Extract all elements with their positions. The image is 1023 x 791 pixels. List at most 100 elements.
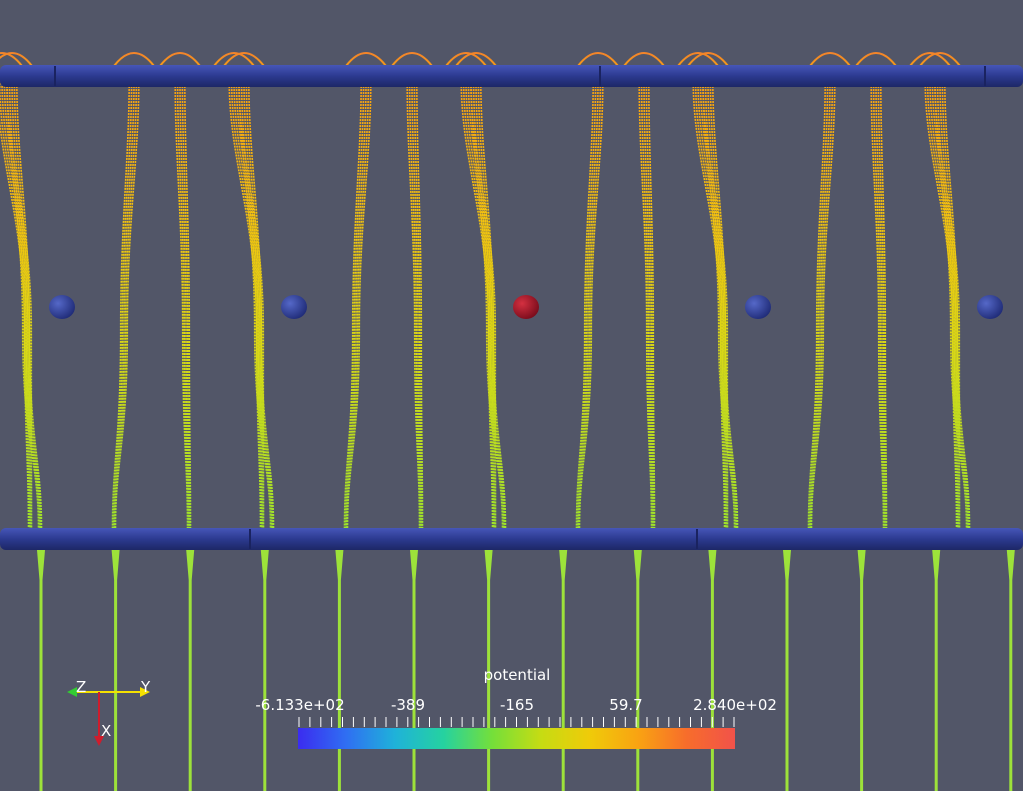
grid-wires bbox=[0, 65, 1023, 550]
field-line bbox=[345, 79, 367, 529]
field-line bbox=[411, 79, 422, 529]
field-line bbox=[462, 79, 495, 529]
field-line-top-loop bbox=[159, 52, 201, 67]
negative-electrode bbox=[745, 295, 771, 319]
lower-field-line bbox=[37, 550, 45, 791]
field-line bbox=[408, 79, 422, 529]
field-line bbox=[810, 79, 836, 529]
field-line bbox=[934, 79, 968, 529]
field-line bbox=[692, 79, 726, 529]
field-line bbox=[13, 79, 42, 529]
colorbar-tick-label: 59.7 bbox=[609, 696, 642, 714]
field-line bbox=[707, 79, 737, 529]
x-axis-label: X bbox=[101, 722, 111, 740]
field-line bbox=[702, 79, 736, 529]
field-line bbox=[643, 79, 654, 529]
field-line bbox=[712, 79, 739, 529]
field-line bbox=[243, 79, 273, 529]
field-line bbox=[875, 79, 886, 529]
field-line-top-loop bbox=[687, 52, 729, 67]
lower-field-line bbox=[335, 550, 344, 791]
field-line bbox=[1, 79, 31, 529]
field-line bbox=[174, 79, 189, 529]
field-line bbox=[477, 79, 506, 529]
field-line-top-loop bbox=[919, 52, 961, 67]
field-line bbox=[470, 79, 504, 529]
field-line bbox=[413, 79, 423, 529]
field-line-top-loop bbox=[677, 52, 719, 67]
field-line bbox=[416, 79, 424, 529]
colorbar-title: potential bbox=[484, 666, 551, 684]
field-line bbox=[343, 79, 362, 529]
field-line bbox=[939, 79, 969, 529]
field-line bbox=[872, 79, 886, 529]
field-line bbox=[181, 79, 191, 529]
field-line-top-loop bbox=[213, 52, 255, 67]
field-line bbox=[880, 79, 888, 529]
field-line bbox=[578, 79, 604, 529]
field-line-top-loop bbox=[0, 52, 33, 67]
field-line-top-loop bbox=[809, 52, 851, 67]
field-line bbox=[245, 79, 274, 529]
field-line bbox=[113, 79, 138, 529]
field-line-top-loop bbox=[623, 52, 665, 67]
field-line-top-loop bbox=[345, 52, 387, 67]
field-line bbox=[944, 79, 971, 529]
negative-electrode bbox=[281, 295, 307, 319]
field-line bbox=[11, 79, 41, 529]
lower-field-line bbox=[1006, 550, 1015, 791]
field-line bbox=[640, 79, 654, 529]
field-line bbox=[472, 79, 505, 529]
field-line bbox=[709, 79, 738, 529]
electrode-spheres bbox=[49, 295, 1003, 319]
lower-field-line bbox=[559, 550, 568, 791]
field-line bbox=[808, 79, 829, 529]
colorbar-tick-label: -165 bbox=[500, 696, 534, 714]
field-line bbox=[8, 79, 41, 529]
field-line bbox=[929, 79, 959, 529]
field-line bbox=[648, 79, 656, 529]
field-line-top-loop bbox=[455, 52, 497, 67]
field-line bbox=[238, 79, 272, 529]
field-line-top-loop bbox=[445, 52, 487, 67]
field-line-top-loop bbox=[909, 52, 951, 67]
field-line bbox=[233, 79, 263, 529]
field-line bbox=[575, 79, 594, 529]
colorbar-tick-marks bbox=[298, 717, 735, 727]
color-legend: potential -6.133e+02 -389 -165 59.7 2.840e+0… bbox=[255, 666, 777, 749]
field-line bbox=[936, 79, 969, 529]
field-line bbox=[345, 79, 370, 529]
field-line bbox=[344, 79, 365, 529]
lower-field-line bbox=[708, 550, 717, 791]
field-line bbox=[877, 79, 887, 529]
lower-field-line bbox=[932, 550, 941, 791]
field-line bbox=[346, 79, 372, 529]
field-line bbox=[870, 79, 885, 529]
field-line-streams bbox=[0, 52, 1015, 791]
orientation-axes: Z Y X bbox=[67, 678, 151, 746]
lower-grid-wire bbox=[0, 528, 1023, 550]
field-line bbox=[113, 79, 135, 529]
field-line bbox=[16, 79, 43, 529]
field-line bbox=[475, 79, 505, 529]
y-axis-arrowhead bbox=[140, 687, 150, 697]
lower-field-line bbox=[111, 550, 120, 791]
colorbar-tick-labels: -6.133e+02 -389 -165 59.7 2.840e+02 bbox=[255, 696, 777, 714]
field-line bbox=[809, 79, 834, 529]
field-line-top-loop bbox=[391, 52, 433, 67]
field-line bbox=[577, 79, 599, 529]
lower-field-line bbox=[783, 550, 791, 791]
field-line bbox=[228, 79, 262, 529]
y-axis-label: Y bbox=[140, 678, 151, 696]
field-line bbox=[704, 79, 737, 529]
field-line bbox=[248, 79, 275, 529]
lower-field-line bbox=[633, 550, 642, 791]
colorbar-tick-label: 2.840e+02 bbox=[693, 696, 777, 714]
z-axis-label: Z bbox=[76, 678, 86, 696]
field-line bbox=[176, 79, 190, 529]
lower-field-line bbox=[410, 550, 418, 791]
negative-electrode bbox=[977, 295, 1003, 319]
field-line bbox=[924, 79, 958, 529]
field-line bbox=[697, 79, 727, 529]
